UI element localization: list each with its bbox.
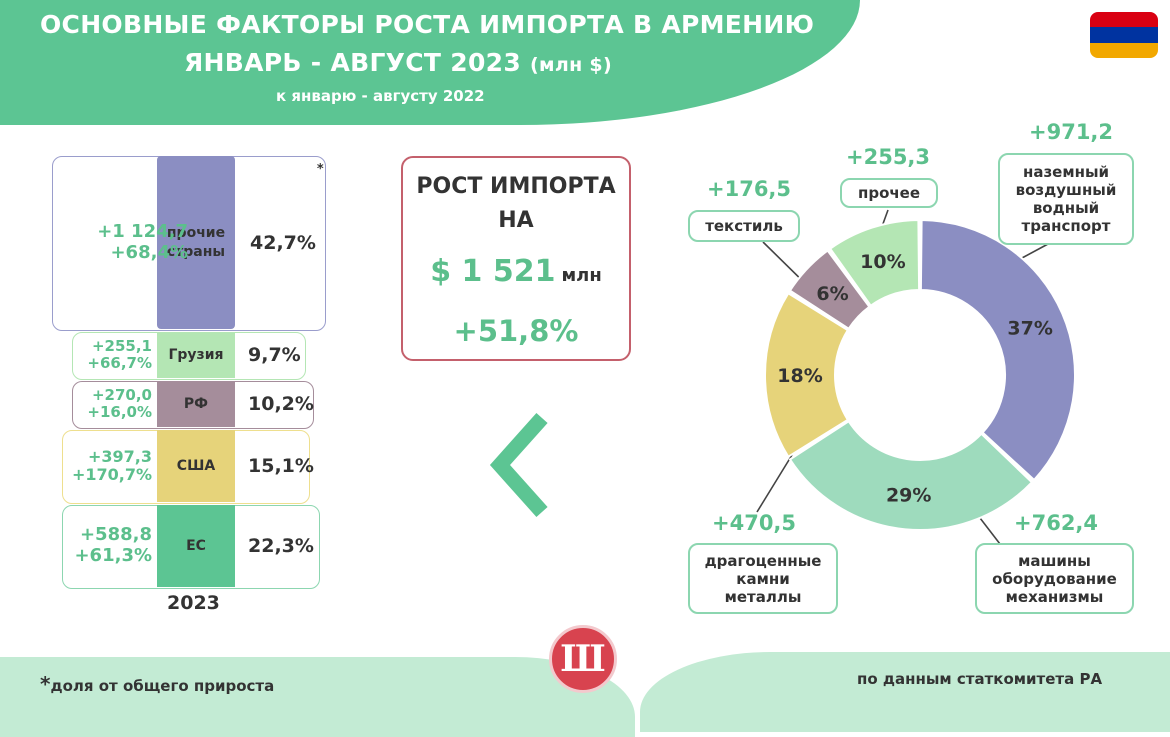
donut-slice-precious xyxy=(764,291,850,459)
flag-stripe-blue xyxy=(1090,27,1158,43)
country-change-usa: +397,3 +170,7% xyxy=(62,430,152,502)
country-abs-eu: +588,8 xyxy=(79,524,152,546)
increase-label-transport: +971,2 xyxy=(1029,120,1114,144)
donut-slice-other xyxy=(828,218,921,308)
country-change-eu: +588,8 +61,3% xyxy=(62,505,152,587)
source-note: по данным статкомитета РА xyxy=(857,670,1103,688)
armenia-flag-icon xyxy=(1090,12,1158,58)
chart-title-period: ЯНВАРЬ - АВГУСТ 2023 (млн $) xyxy=(184,48,612,77)
donut-slice-textile xyxy=(788,249,871,331)
category-box-machinery: машины оборудование механизмы xyxy=(975,543,1134,614)
chart-subtitle: к январю - августу 2022 xyxy=(276,87,485,105)
country-abs-russia: +270,0 xyxy=(91,385,152,404)
country-growth-eu: +61,3% xyxy=(74,545,152,566)
import-growth-summary: РОСТ ИМПОРТА НА $ 1 521 млн +51,8% xyxy=(401,156,631,361)
donut-slice-transport xyxy=(919,218,1076,482)
slice-label-textile: 6% xyxy=(816,283,848,305)
slice-label-other: 10% xyxy=(860,251,905,273)
category-box-textile: текстиль xyxy=(688,210,800,242)
summary-title-line1: РОСТ ИМПОРТА xyxy=(416,174,616,199)
category-box-precious: драгоценные камни металлы xyxy=(688,543,838,614)
country-share-other-countries: 42,7% * xyxy=(250,162,324,254)
brand-logo-icon: Ш xyxy=(549,625,617,693)
country-abs-georgia: +255,1 xyxy=(91,336,152,355)
country-label-russia: РФ xyxy=(157,381,235,427)
share-footnote-mark: * xyxy=(316,162,324,177)
increase-label-textile: +176,5 xyxy=(707,177,792,201)
country-growth-georgia: +66,7% xyxy=(87,354,152,372)
country-change-other-countries: +1 124,7 +68,4% xyxy=(52,156,188,329)
country-label-georgia: Грузия xyxy=(157,332,235,378)
country-label-other-countries: прочие страны xyxy=(157,156,235,329)
slice-label-precious: 18% xyxy=(777,365,822,387)
footer-left-band xyxy=(0,657,635,737)
country-change-russia: +270,0 +16,0% xyxy=(72,381,152,427)
chevron-left-icon xyxy=(489,413,548,517)
category-box-other: прочее xyxy=(840,178,938,208)
footer-right-band xyxy=(640,652,1170,732)
summary-title-line2: НА xyxy=(498,208,534,233)
footnote: *доля от общего прироста xyxy=(40,672,275,696)
category-donut-chart: 37% 29% 18% 6% 10% xyxy=(756,209,1076,545)
country-share-georgia: 9,7% xyxy=(248,344,301,366)
country-abs-other-countries: +1 124,7 xyxy=(97,220,188,242)
flag-stripe-red xyxy=(1090,12,1158,28)
increase-label-other: +255,3 xyxy=(846,145,931,169)
country-label-eu: ЕС xyxy=(157,505,235,587)
country-change-georgia: +255,1 +66,7% xyxy=(72,332,152,378)
country-label-usa: США xyxy=(157,430,235,502)
slice-label-transport: 37% xyxy=(1007,317,1052,339)
increase-label-precious: +470,5 xyxy=(712,511,797,535)
country-growth-usa: +170,7% xyxy=(71,465,152,484)
country-growth-russia: +16,0% xyxy=(87,403,152,421)
country-growth-other-countries: +68,4% xyxy=(110,241,188,263)
summary-amount-unit: млн xyxy=(561,265,602,286)
flag-stripe-orange xyxy=(1090,42,1158,58)
leader-line-transport xyxy=(1021,243,1049,259)
slice-label-machinery: 29% xyxy=(886,484,931,506)
leader-line-precious xyxy=(756,454,793,513)
chart-title: ОСНОВНЫЕ ФАКТОРЫ РОСТА ИМПОРТА В АРМЕНИЮ xyxy=(40,10,815,39)
donut-slice-machinery xyxy=(788,419,1034,531)
increase-label-machinery: +762,4 xyxy=(1014,511,1099,535)
year-label: 2023 xyxy=(167,592,220,614)
category-box-transport: наземный воздушный водный транспорт xyxy=(998,153,1134,245)
country-share-usa: 15,1% xyxy=(248,455,314,477)
summary-amount: $ 1 521 млн xyxy=(430,254,602,289)
title-unit: (млн $) xyxy=(530,54,612,76)
summary-percent: +51,8% xyxy=(453,314,579,348)
country-abs-usa: +397,3 xyxy=(87,446,152,466)
country-share-eu: 22,3% xyxy=(248,535,314,557)
country-share-russia: 10,2% xyxy=(248,393,314,415)
